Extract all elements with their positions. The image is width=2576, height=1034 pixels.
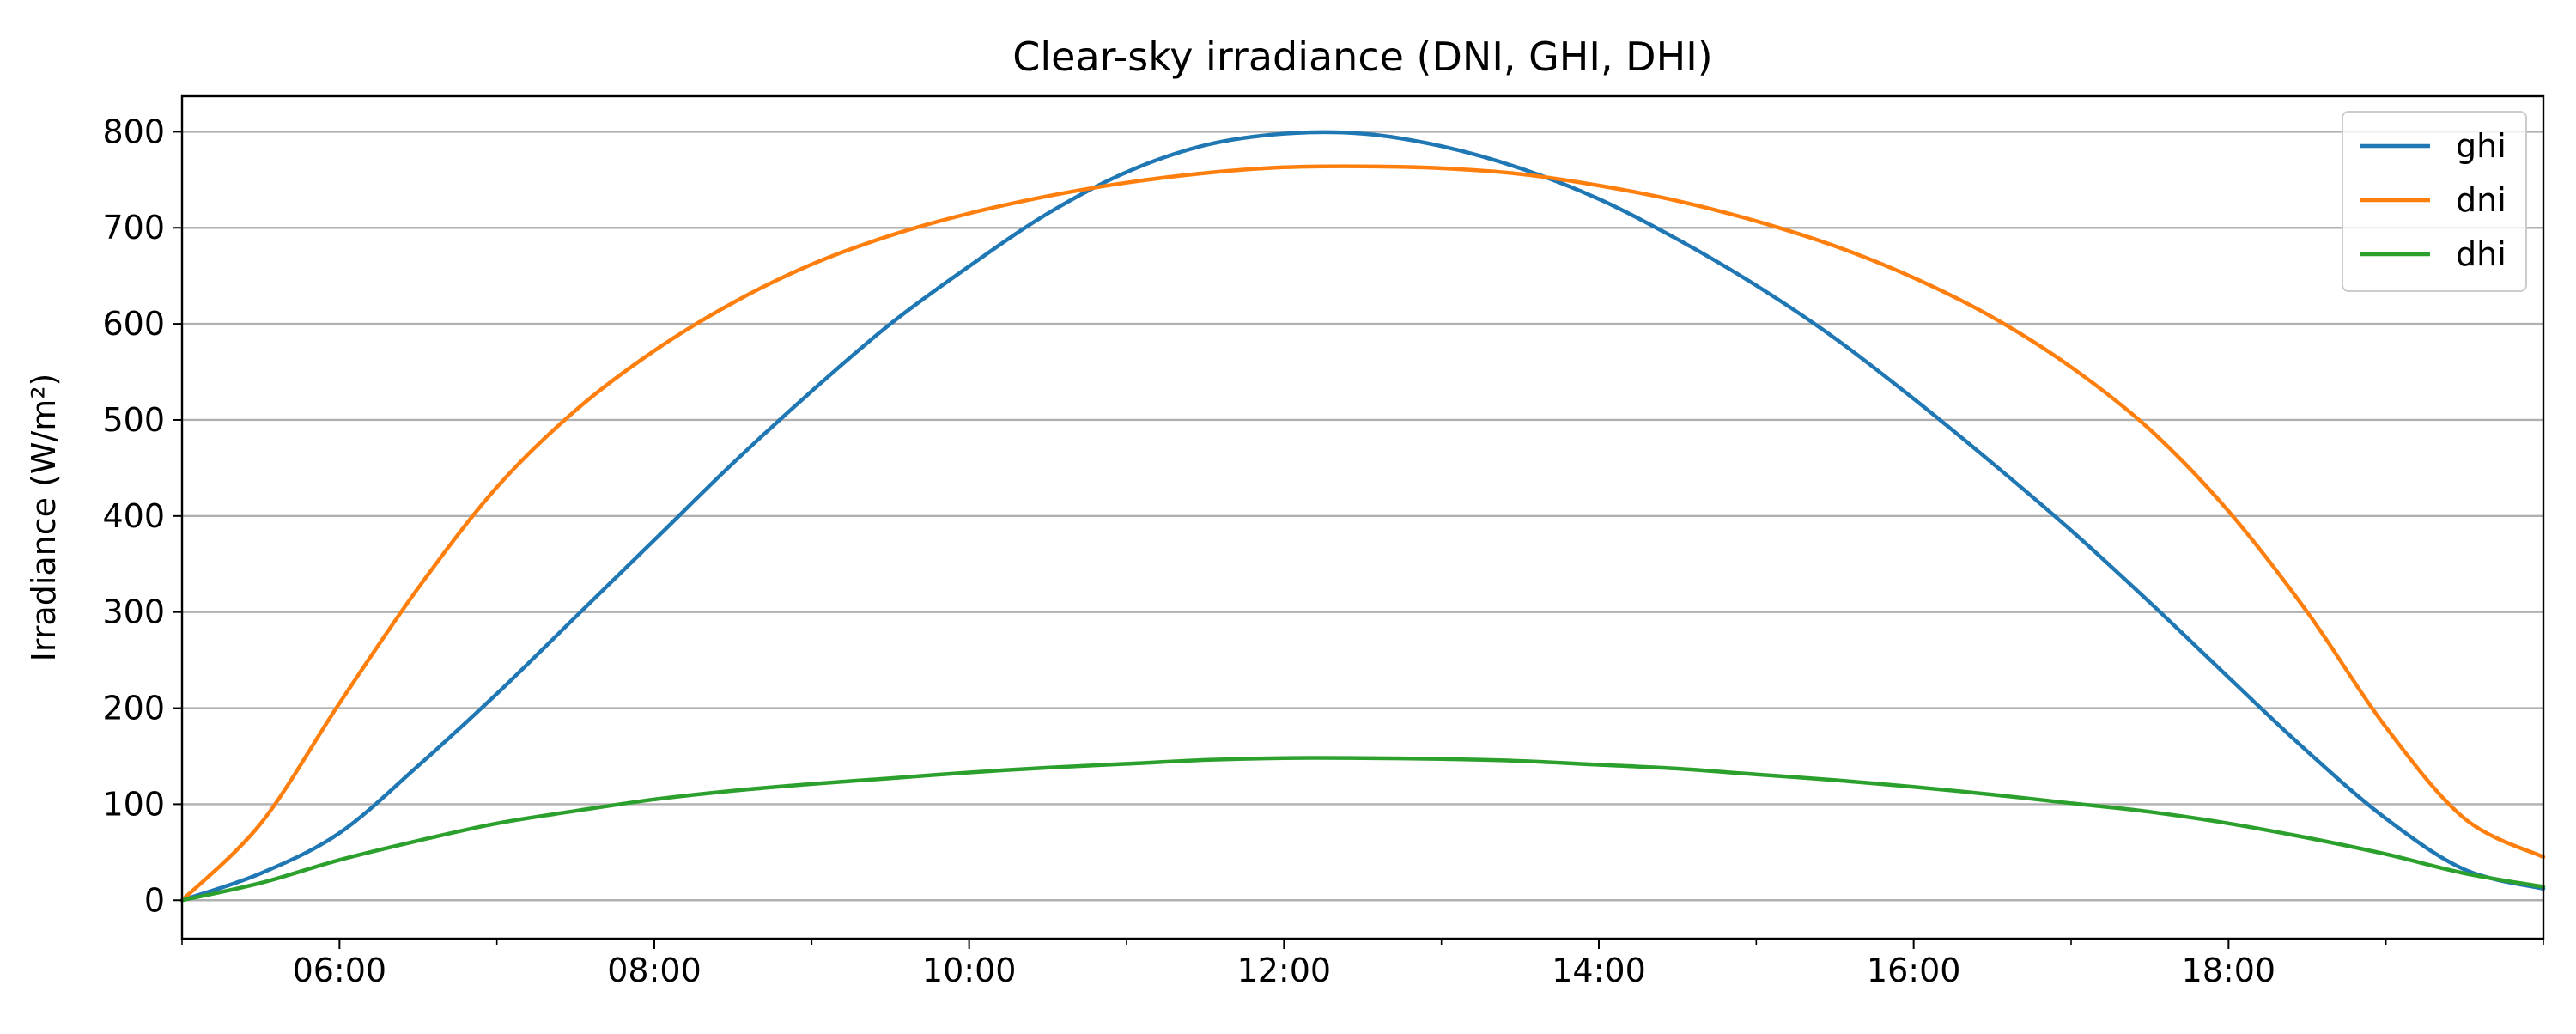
y-tick-label: 400 [102,497,165,535]
legend-box [2342,111,2527,292]
legend-label-dni: dni [2456,181,2506,219]
y-tick-label: 200 [102,690,165,727]
axes-frame [180,94,2545,940]
x-tick-label: 16:00 [1867,952,1961,989]
series-layer [179,130,2546,903]
chart-title: Clear-sky irradiance (DNI, GHI, DHI) [1012,33,1712,80]
y-axis-label: Irradiance (W/m²) [25,374,63,662]
x-tick-label: 06:00 [293,952,387,989]
x-tick-label: 08:00 [607,952,702,989]
series-line-dhi [179,756,2546,903]
series-line-ghi [179,130,2546,903]
tick-layer: 0 100 200 300 400 500 600 700 800 06:00 08:00 10:00… [102,113,2544,989]
y-tick-label: 800 [102,113,165,150]
y-tick-label: 700 [102,209,165,246]
y-tick-label: 600 [102,305,165,343]
legend-label-ghi: ghi [2456,127,2506,165]
x-tick-label: 10:00 [922,952,1017,989]
x-tick-label: 18:00 [2182,952,2276,989]
y-tick-label: 0 [144,881,165,919]
legend: ghi dni dhi [2342,111,2527,292]
x-tick-label: 14:00 [1552,952,1646,989]
x-tick-label: 12:00 [1237,952,1332,989]
y-tick-label: 300 [102,593,165,631]
y-tick-label: 100 [102,785,165,823]
series-line-dni [179,164,2546,903]
y-tick-label: 500 [102,401,165,439]
legend-label-dhi: dhi [2456,235,2506,273]
grid-layer [182,131,2543,902]
